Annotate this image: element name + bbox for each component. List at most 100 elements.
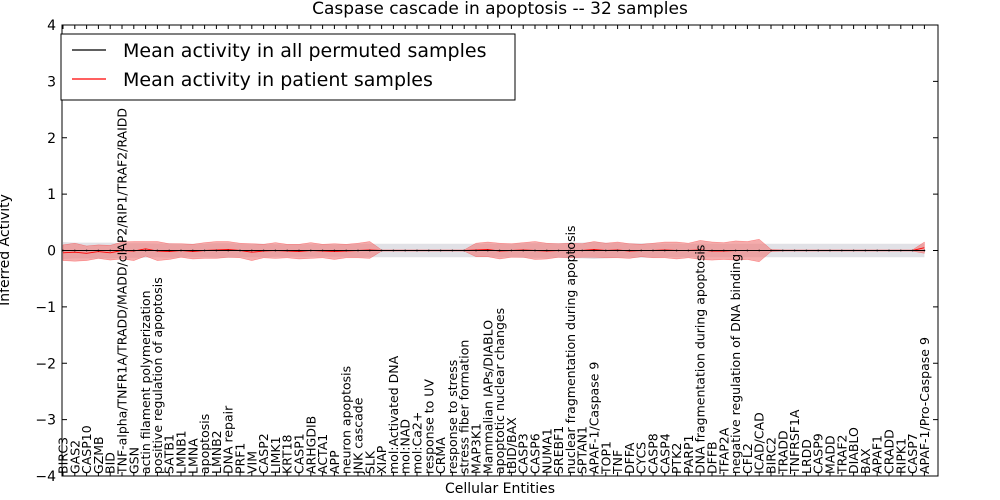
legend-patient-label: Mean activity in patient samples [123,69,433,91]
permuted-mean-point [498,249,501,252]
x-tick-label: response to UV [421,379,436,474]
x-tick-label: APP [327,450,342,474]
permuted-mean-point [510,249,513,252]
x-tick-label: BID [103,452,118,474]
permuted-mean-point [616,249,619,252]
y-tick-label: −2 [35,356,56,372]
permuted-mean-point [758,249,761,252]
permuted-mean-point [675,249,678,252]
x-tick-label: TOP1 [598,441,613,475]
x-tick-label: apoptosis [197,414,212,474]
permuted-mean-point [534,249,536,252]
permuted-mean-point [380,249,383,252]
x-tick-label: positive regulation of apoptosis [150,277,165,474]
x-tick-label: PARP1 [681,435,696,474]
permuted-mean-point [392,249,395,252]
permuted-mean-point [451,249,454,252]
permuted-mean-point [652,249,654,252]
x-tick-label: CRMA [433,437,448,474]
permuted-mean-point [486,249,489,252]
x-tick-label: PTK2 [669,443,684,474]
x-tick-label: CASP7 [905,433,920,474]
permuted-mean-point [545,249,548,252]
permuted-mean-point [604,249,607,252]
permuted-mean-point [132,249,135,252]
permuted-mean-point [888,249,890,252]
permuted-mean-point [522,249,525,252]
x-tick-label: GAS2 [67,440,82,474]
x-tick-label: CFL2 [740,443,755,474]
permuted-mean-point [640,249,643,252]
y-tick-label: 4 [47,18,56,34]
x-tick-label: neuron apoptosis [339,366,354,474]
x-tick-label: ICAD/CAD [752,412,767,474]
permuted-mean-point [876,249,879,252]
x-tick-label: APAF1 [870,435,885,474]
y-tick-label: 0 [47,244,56,260]
x-tick-label: XIAP [374,445,389,474]
permuted-mean-point [345,249,348,252]
x-axis-label: Cellular Entities [445,481,555,497]
legend-permuted-label: Mean activity in all permuted samples [123,40,486,62]
x-tick-label: LMNB2 [209,430,224,474]
y-axis: −4 −3 −2 −1 0 1 2 3 4 [35,18,938,485]
permuted-mean-point [274,249,277,252]
permuted-mean-point [239,249,241,252]
x-tick-label: DNA fragmentation during apoptosis [693,245,708,474]
x-tick-label: JNK cascade [351,397,366,475]
x-tick-label: LMNB1 [174,430,189,474]
x-tick-label: Mammalian IAPs/DIABLO [480,320,495,474]
permuted-mean-point [250,249,253,252]
permuted-mean-point [73,249,76,252]
y-tick-label: 1 [47,187,56,203]
permuted-mean-point [805,249,808,252]
x-tick-label: CASP8 [646,433,661,474]
x-tick-label: CYCS [634,442,649,474]
y-tick-label: −1 [35,300,56,316]
permuted-mean-point [144,249,147,252]
series-lines [62,247,926,254]
x-tick-label: CRADD [882,429,897,474]
permuted-mean-point [427,249,430,252]
x-tick-label: BAX [858,448,873,474]
x-tick-label: mol:Activated DNA [386,355,401,474]
y-tick-label: 3 [47,74,56,90]
permuted-mean-point [663,249,666,252]
x-tick-label: APAF-1/Caspase 9 [587,362,602,474]
x-tick-label: CASP9 [811,433,826,474]
permuted-mean-point [404,249,407,252]
permuted-mean-point [286,249,289,252]
permuted-mean-point [463,249,466,252]
permuted-mean-point [191,249,194,252]
permuted-mean-point [781,249,784,252]
permuted-mean-point [817,249,820,252]
permuted-mean-point [439,249,442,252]
x-tick-label: CASP10 [79,425,94,474]
legend: Mean activity in all permuted samples Me… [60,33,516,101]
x-tick-label: TRADD [775,430,790,475]
x-tick-label: TNFRSF1A [787,409,802,475]
permuted-mean-point [309,249,312,252]
plot-frame [61,24,939,477]
x-tick-label: apoptotic nuclear changes [492,308,507,474]
x-tick-label: SLK [362,450,377,474]
permuted-mean-point [416,249,418,252]
permuted-mean-point [899,249,902,252]
permuted-mean-point [97,249,100,252]
x-tick-label: CASP2 [256,433,271,474]
y-axis-label: Inferred Activity [0,194,13,306]
y-tick-label: −3 [35,413,56,429]
permuted-mean-point [333,249,336,252]
permuted-mean-point [109,249,112,252]
permuted-mean-point [156,249,159,252]
x-tick-label: actin filament polymerization [138,290,153,474]
y-tick-label: 2 [47,131,56,147]
x-tick-label: TFAP2A [716,427,731,475]
x-tick-label: LIMK1 [268,436,283,474]
x-tick-label: SREBF1 [551,426,566,474]
permuted-mean-point [215,249,218,252]
x-tick-label: DIABLO [846,427,861,474]
x-tick-label: DNA repair [221,405,236,474]
x-tick-label: nuclear fragmentation during apoptosis [563,225,578,474]
